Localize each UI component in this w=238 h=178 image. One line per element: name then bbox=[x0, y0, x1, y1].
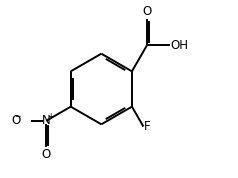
Text: OH: OH bbox=[171, 39, 189, 52]
Text: O: O bbox=[11, 114, 21, 127]
Text: O: O bbox=[142, 5, 152, 18]
Text: O: O bbox=[42, 148, 51, 161]
Text: N: N bbox=[42, 114, 51, 127]
Text: +: + bbox=[47, 112, 53, 121]
Text: F: F bbox=[144, 120, 151, 133]
Text: −: − bbox=[15, 112, 21, 121]
